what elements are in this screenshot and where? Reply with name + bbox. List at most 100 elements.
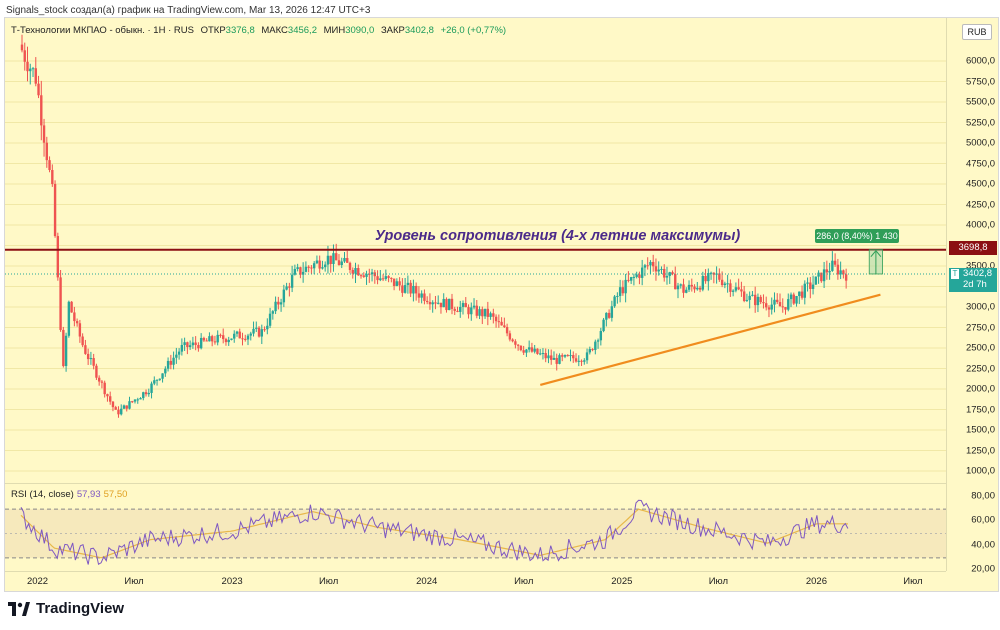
ticker-badge: T: [951, 269, 959, 279]
candle-body: [470, 307, 473, 315]
last-price-value: 3402,8: [963, 268, 993, 279]
candle-body: [307, 266, 310, 268]
candle-body: [434, 302, 437, 304]
candle-body: [357, 268, 360, 276]
rsi-pane[interactable]: RSI (14, close) 57,93 57,50: [5, 483, 946, 572]
price-axis[interactable]: 6000,0 5750,0 5500,0 5250,0 5000,0 4750,0 4500…: [946, 18, 999, 575]
candle-body: [781, 306, 784, 308]
candle-body: [503, 325, 506, 328]
time-axis[interactable]: 2022 Июл 2023 Июл 2024 Июл 2025 Июл 2026 Июл: [5, 571, 946, 592]
candle-body: [467, 307, 470, 315]
candle-body: [814, 276, 818, 285]
candle-body: [563, 355, 567, 357]
candle-body: [379, 278, 382, 281]
candle-body: [161, 373, 164, 379]
currency-button[interactable]: RUB: [962, 24, 992, 40]
candle-body: [428, 302, 432, 305]
candle-body: [552, 357, 556, 360]
candle-body: [753, 294, 757, 306]
candle-body: [723, 283, 727, 286]
price-range-measure-label[interactable]: 286,0 (8,40%) 1 430: [815, 229, 899, 243]
legend-low: 3090,0: [345, 25, 375, 36]
candle-body: [398, 281, 401, 286]
candle-body: [285, 286, 288, 290]
rsi-axis-tick: 20,00: [971, 563, 995, 575]
candle-body: [649, 261, 652, 266]
candle-body: [100, 381, 104, 383]
candle-body: [381, 278, 385, 280]
candle-body: [164, 368, 167, 374]
legend-low-label: МИН: [323, 25, 346, 36]
candle-body: [86, 353, 90, 360]
candle-body: [654, 266, 658, 272]
price-axis-tick: 1000,0: [965, 465, 995, 477]
candle-body: [541, 353, 545, 355]
candle-body: [205, 340, 208, 342]
candle-body: [742, 291, 746, 301]
candle-body: [414, 285, 418, 294]
candle-body: [784, 307, 787, 310]
candle-body: [511, 339, 514, 342]
rsi-line: [20, 499, 849, 565]
candle-body: [216, 334, 219, 343]
candle-body: [756, 296, 760, 306]
candle-body: [238, 331, 241, 339]
rsi-chart-canvas[interactable]: [5, 484, 946, 572]
candle-body: [696, 287, 699, 290]
candle-body: [607, 312, 611, 318]
rsi-title[interactable]: RSI (14, close): [11, 489, 74, 500]
time-axis-tick: 2025: [611, 576, 633, 587]
candle-body: [765, 303, 768, 308]
candle-body: [825, 269, 829, 273]
candle-body: [519, 345, 523, 351]
candle-body: [767, 307, 771, 310]
chart-frame[interactable]: Т-Технологии МКПАО - обыкн. · 1H · RUS О…: [4, 17, 999, 592]
candle-body: [395, 281, 399, 286]
candle-body: [321, 267, 324, 269]
candle-body: [304, 266, 308, 272]
price-axis-tick: 2250,0: [965, 363, 995, 374]
candle-body: [271, 311, 275, 314]
candle-body: [343, 258, 346, 262]
candle-body: [230, 338, 233, 340]
candle-body: [318, 260, 321, 269]
resistance-annotation[interactable]: Уровень сопротивления (4-х летние максим…: [375, 228, 741, 244]
resistance-price-label: 3698,8: [949, 241, 997, 255]
legend-symbol[interactable]: Т-Технологии МКПАО - обыкн. · 1H · RUS: [11, 25, 194, 36]
candle-body: [663, 268, 666, 278]
candle-body: [442, 298, 445, 308]
rsi-ma-value: 57,50: [103, 489, 128, 500]
candle-body: [481, 309, 484, 317]
candle-body: [759, 296, 762, 303]
candle-body: [219, 334, 222, 336]
price-chart-canvas[interactable]: [5, 18, 946, 482]
candle-body: [461, 303, 465, 307]
candle-body: [588, 349, 592, 353]
candle-body: [693, 286, 696, 290]
candle-body: [40, 95, 43, 126]
candle-body: [798, 291, 801, 297]
candle-body: [789, 294, 793, 300]
price-axis-tick: 2750,0: [965, 322, 995, 333]
candle-body: [417, 293, 421, 298]
candle-body: [249, 333, 252, 336]
candle-body: [751, 294, 754, 296]
candle-body: [312, 263, 316, 269]
measure-arrow-head: [870, 249, 882, 258]
candle-body: [155, 379, 159, 381]
time-axis-tick: Июл: [124, 576, 144, 587]
time-axis-tick: Июл: [708, 576, 728, 587]
candle-body: [351, 269, 354, 274]
candle-body: [475, 305, 478, 316]
candle-body: [800, 291, 804, 298]
price-pane[interactable]: Т-Технологии МКПАО - обыкн. · 1H · RUS О…: [5, 18, 946, 482]
candle-body: [533, 348, 536, 352]
candle-body: [685, 289, 688, 293]
candle-body: [822, 269, 826, 282]
candle-body: [770, 304, 773, 310]
candle-body: [186, 342, 189, 348]
candle-body: [368, 273, 371, 275]
candle-body: [31, 68, 35, 70]
candle-body: [296, 267, 299, 269]
tradingview-logo[interactable]: TradingView: [8, 600, 124, 617]
